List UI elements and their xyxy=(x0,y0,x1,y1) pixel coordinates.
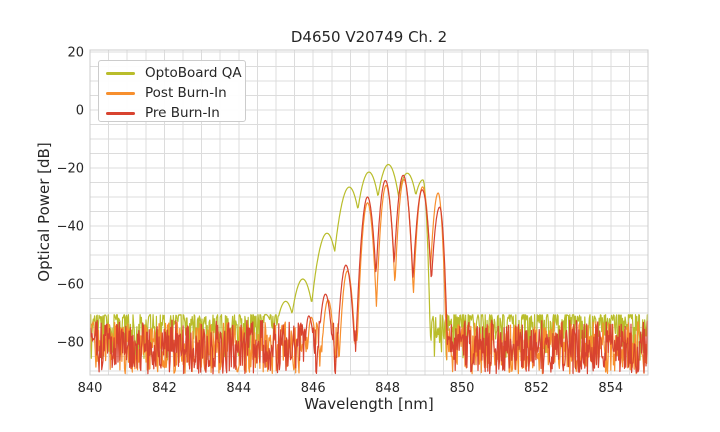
legend: OptoBoard QA Post Burn-In Pre Burn-In xyxy=(98,60,246,122)
y-tick-label: −80 xyxy=(57,335,84,350)
legend-label: Post Burn-In xyxy=(145,85,227,101)
x-tick-labels: 840 842 844 846 848 850 852 854 xyxy=(78,381,624,396)
y-tick-label: −20 xyxy=(57,162,84,177)
x-tick-label: 852 xyxy=(524,381,549,396)
y-axis-label-text: Optical Power [dB] xyxy=(35,142,53,282)
series-line-pre-burn-in xyxy=(90,174,648,375)
y-tick-label: −40 xyxy=(57,220,84,235)
x-tick-label: 840 xyxy=(78,381,103,396)
legend-line-swatch xyxy=(106,71,135,75)
x-tick-label: 848 xyxy=(375,381,400,396)
x-tick-label: 842 xyxy=(152,381,177,396)
x-tick-label: 844 xyxy=(226,381,251,396)
plot-border xyxy=(89,49,649,376)
y-tick-label: 0 xyxy=(76,104,84,119)
chart-title: D4650 V20749 Ch. 2 xyxy=(290,28,448,46)
legend-line-swatch xyxy=(106,111,135,115)
y-tick-label: −60 xyxy=(57,278,84,293)
legend-label: OptoBoard QA xyxy=(145,65,242,81)
legend-item-optoboard-qa: OptoBoard QA xyxy=(99,63,245,83)
legend-label: Pre Burn-In xyxy=(145,105,220,121)
x-tick-label: 854 xyxy=(598,381,623,396)
legend-line-swatch xyxy=(106,91,135,95)
x-tick-label: 846 xyxy=(301,381,326,396)
x-axis-label: Wavelength [nm] xyxy=(304,395,434,413)
y-tick-label: 20 xyxy=(67,46,84,61)
series-line-optoboard-qa xyxy=(90,163,648,362)
series-lines xyxy=(90,163,648,375)
legend-item-pre-burn-in: Pre Burn-In xyxy=(99,103,245,123)
x-tick-label: 850 xyxy=(450,381,475,396)
legend-item-post-burn-in: Post Burn-In xyxy=(99,83,245,103)
y-tick-labels: 20 0 −20 −40 −60 −80 xyxy=(57,46,84,351)
